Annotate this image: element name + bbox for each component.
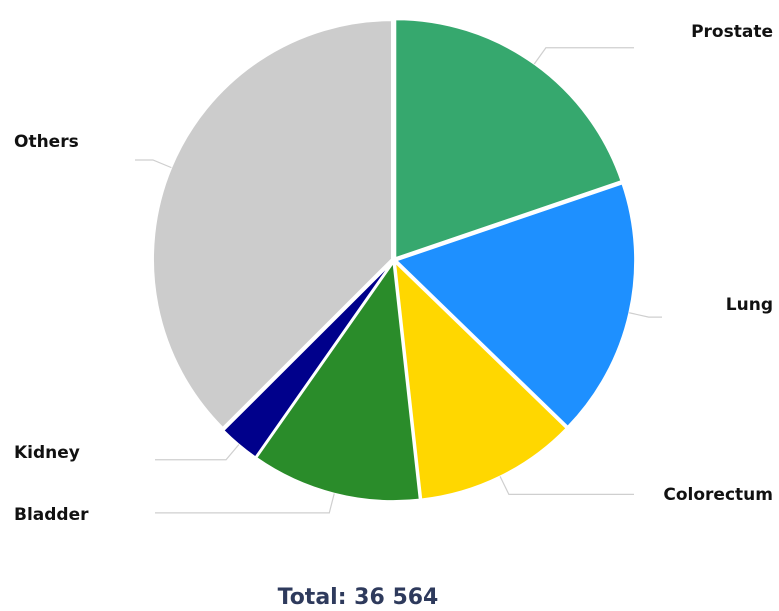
leader-line-prostate <box>533 47 634 65</box>
slice-label-others: Others <box>14 132 79 152</box>
leader-lines <box>135 47 662 514</box>
leader-line-kidney <box>155 444 240 461</box>
slice-label-lung: Lung <box>726 295 773 315</box>
leader-line-others <box>135 159 172 169</box>
slice-label-colorectum: Colorectum <box>663 485 773 505</box>
leader-line-colorectum <box>499 476 634 495</box>
pie-slices <box>152 18 637 503</box>
slice-label-bladder: Bladder <box>14 505 89 525</box>
slice-labels: Prostate Lung Colorectum Bladder Kidney Other… <box>14 22 773 525</box>
leader-line-lung <box>629 312 662 318</box>
slice-label-kidney: Kidney <box>14 443 80 463</box>
slice-label-prostate: Prostate <box>691 22 773 42</box>
total-label: Total: 36 564 <box>278 585 439 610</box>
leader-line-bladder <box>155 493 335 514</box>
